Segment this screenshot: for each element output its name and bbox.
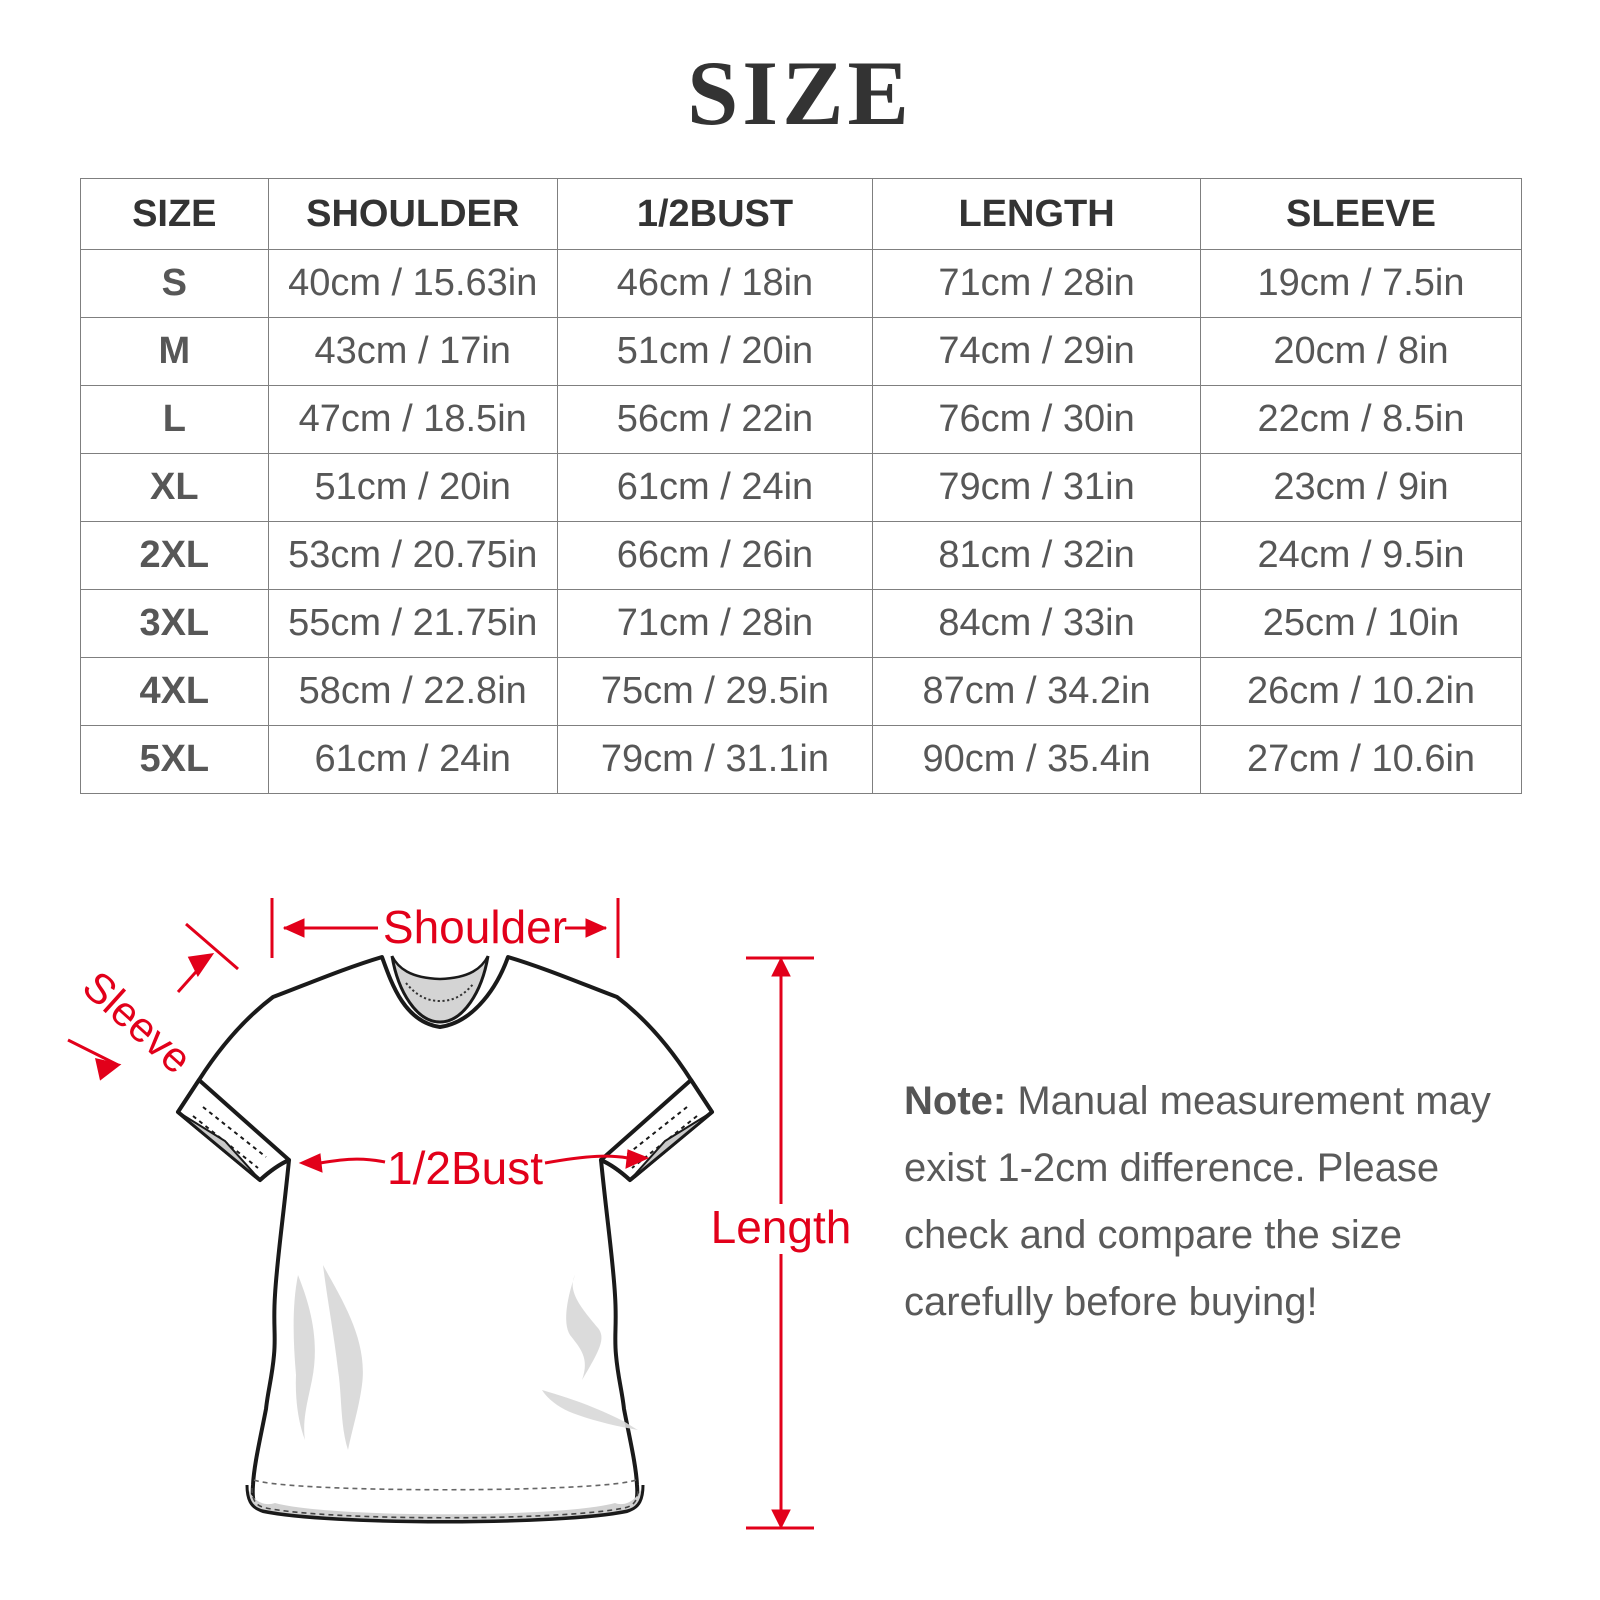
svg-text:Sleeve: Sleeve — [74, 962, 201, 1083]
svg-text:Shoulder: Shoulder — [383, 901, 567, 953]
svg-text:1/2Bust: 1/2Bust — [387, 1142, 543, 1194]
svg-text:Length: Length — [711, 1201, 852, 1253]
